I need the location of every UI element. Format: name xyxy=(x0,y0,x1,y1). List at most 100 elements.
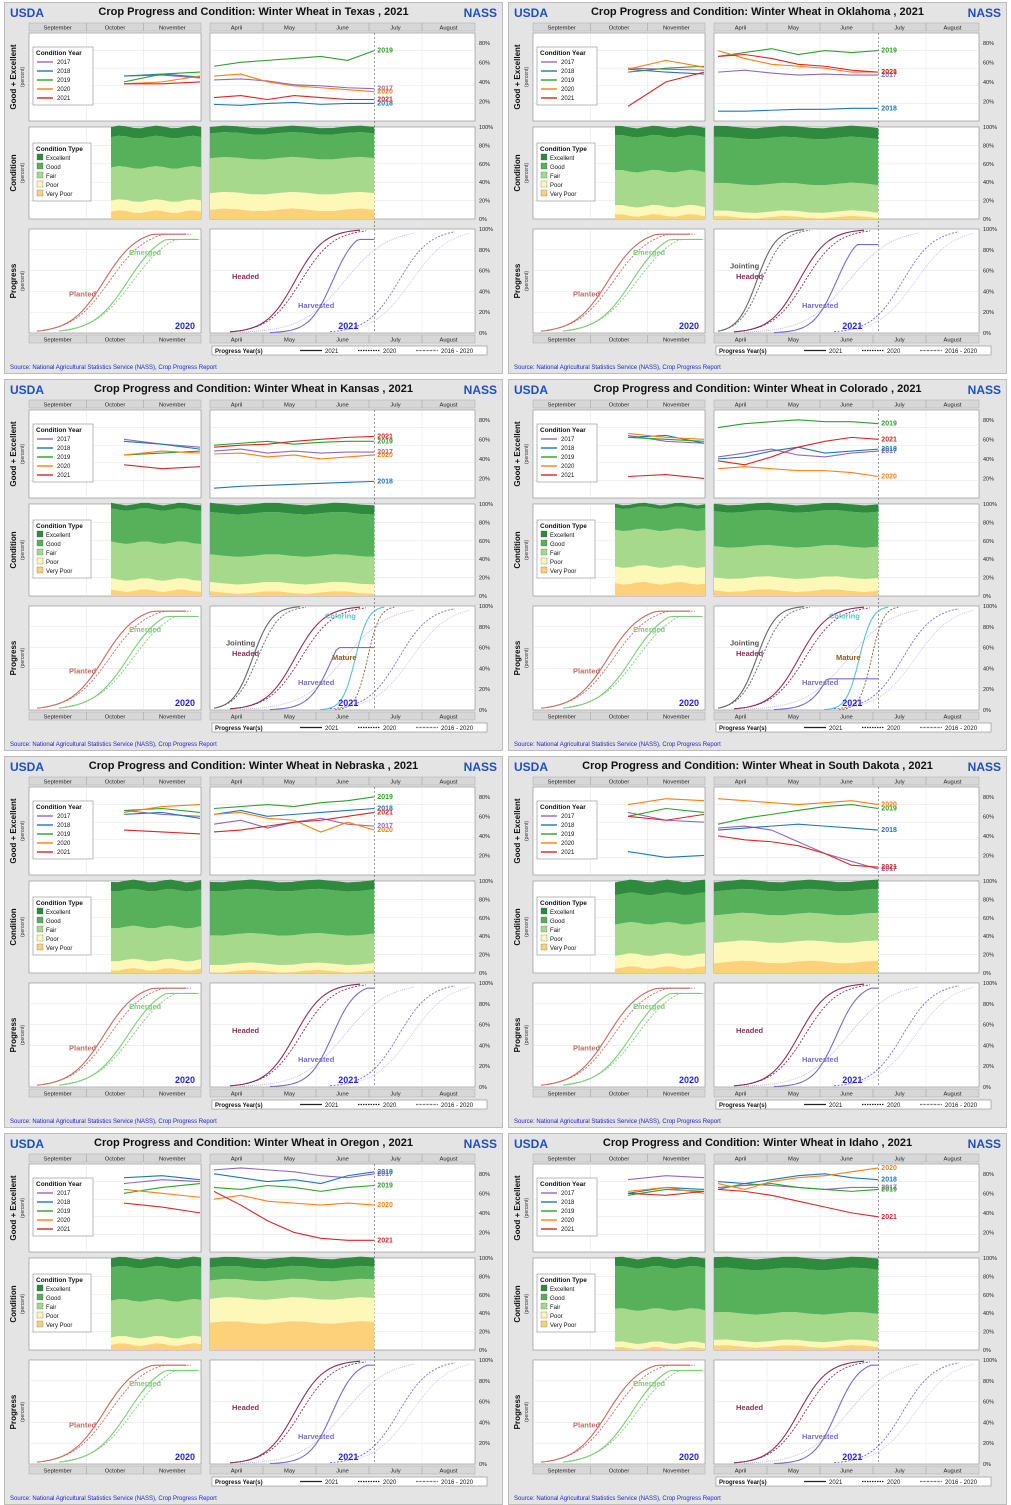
chart-title: Crop Progress and Condition: Winter Whea… xyxy=(509,1137,1006,1149)
title-prefix: Crop Progress and Condition: Winter Whea… xyxy=(98,6,345,18)
legend-item-good: Good xyxy=(550,1296,565,1302)
fall-top-month-label: October xyxy=(609,779,630,785)
condition-row-tick: 0% xyxy=(479,1348,487,1354)
gex-line-spring-2021 xyxy=(717,436,879,466)
spring-bottom-month-label: May xyxy=(284,714,295,720)
gex-row-unit: (percent) xyxy=(524,67,530,87)
spring-top-month-label: April xyxy=(231,1156,243,1162)
fall-season-year: 2020 xyxy=(175,321,195,331)
condition-row-tick: 100% xyxy=(479,879,493,885)
spring-bottom-month-bar xyxy=(713,711,980,721)
condition-row-tick: 100% xyxy=(479,125,493,131)
fall-stack-very-poor xyxy=(615,213,705,219)
chart-panel-idaho: Crop Progress and Condition: Winter Whea… xyxy=(508,1133,1007,1505)
title-sep: , xyxy=(890,6,900,18)
spring-top-month-label: May xyxy=(284,1156,295,1162)
progress-legend-item-2: 2016 - 2020 xyxy=(441,726,474,732)
condition-type-legend-title: Condition Type xyxy=(540,523,587,530)
fall-top-month-label: October xyxy=(105,25,126,31)
chart-svg: September October November April May June July… xyxy=(513,22,997,356)
gex-row-label: Good + Excellent xyxy=(513,44,522,109)
gex-end-label: 2017 xyxy=(377,1171,393,1178)
spring-bottom-month-label: June xyxy=(336,1468,349,1474)
progress-row-fall-frame xyxy=(28,982,202,1088)
gex-line-fall-2019 xyxy=(123,1183,201,1194)
spring-bottom-month-label: June xyxy=(840,714,853,720)
progress-legend-item-1: 2020 xyxy=(887,349,901,355)
spring-top-month-label: August xyxy=(439,25,457,31)
legend-item-2019: 2019 xyxy=(561,1209,575,1215)
progress-row-tick: 60% xyxy=(983,1023,994,1029)
legend-item-excellent: Excellent xyxy=(550,156,575,162)
condition-row-tick: 80% xyxy=(983,1274,994,1280)
title-year: 2021 xyxy=(908,760,933,772)
fall-top-month-label: November xyxy=(159,1156,186,1162)
emerged-curve-2021 xyxy=(58,615,197,709)
spring-bottom-month-label: July xyxy=(390,714,400,720)
spring-top-month-bar xyxy=(713,776,980,786)
spring-top-month-label: April xyxy=(735,779,747,785)
fall-stack-good xyxy=(615,892,705,925)
gex-end-label: 2021 xyxy=(377,96,393,103)
condition-row-tick: 40% xyxy=(983,557,994,563)
gex-row-tick: 40% xyxy=(479,80,490,86)
spring-stack-fair xyxy=(714,912,879,944)
fall-season-year: 2020 xyxy=(175,1452,195,1462)
emerged-curve-2021 xyxy=(58,1369,197,1463)
progress-row-tick: 60% xyxy=(983,646,994,652)
gex-row-unit: (percent) xyxy=(524,821,530,841)
legend-item-fair: Fair xyxy=(46,551,56,557)
fall-stack-poor xyxy=(111,578,201,592)
fall-bottom-month-label: October xyxy=(609,1468,630,1474)
headed-curve-2020 xyxy=(739,1361,871,1463)
legend-item-2021: 2021 xyxy=(561,473,575,479)
spring-top-month-label: May xyxy=(788,1156,799,1162)
progress-year-legend xyxy=(211,1476,488,1487)
gex-row-spring-frame xyxy=(209,1163,476,1253)
condition-row-tick: 20% xyxy=(479,953,490,959)
condition-row-tick: 40% xyxy=(479,557,490,563)
progress-legend-item-0: 2021 xyxy=(829,1103,843,1109)
usda-logo-text: USDA xyxy=(10,383,45,397)
fall-bottom-month-label: November xyxy=(663,337,690,343)
chart-panel-oregon: Crop Progress and Condition: Winter Whea… xyxy=(4,1133,503,1505)
title-state: Oklahoma xyxy=(837,6,891,18)
fall-season-year: 2020 xyxy=(679,698,699,708)
gex-end-label: 2021 xyxy=(377,433,393,440)
title-prefix: Crop Progress and Condition: Winter Whea… xyxy=(602,1137,850,1149)
spring-stack-excellent xyxy=(210,502,375,515)
fall-stack-excellent xyxy=(615,879,705,896)
legend-item-2020: 2020 xyxy=(561,841,575,847)
spring-stack-good xyxy=(714,510,879,548)
spring-top-month-label: April xyxy=(735,1156,747,1162)
chart-svg: September October November April May June July… xyxy=(9,399,493,733)
headed-curve-2020 xyxy=(739,230,871,332)
usda-logo-text: USDA xyxy=(514,1137,549,1151)
fall-stack-good xyxy=(111,135,201,169)
coloring-curve-2021 xyxy=(823,606,889,711)
progress-legend-item-0: 2021 xyxy=(829,349,843,355)
spring-bottom-month-bar xyxy=(209,711,476,721)
title-year: 2021 xyxy=(388,383,413,395)
chart-panel-kansas: Crop Progress and Condition: Winter Whea… xyxy=(4,379,503,751)
condition-row-tick: 80% xyxy=(479,143,490,149)
chart-panel-texas: Crop Progress and Condition: Winter Whea… xyxy=(4,2,503,374)
legend-item-2020: 2020 xyxy=(561,1218,575,1224)
spring-bottom-month-bar xyxy=(209,334,476,344)
title-sep: , xyxy=(899,760,909,772)
progress-row-unit: (percent) xyxy=(20,648,26,668)
harvested-curve-2020 xyxy=(329,608,456,710)
progress-label-planted: Planted xyxy=(69,1421,97,1430)
spring-season-year: 2021 xyxy=(338,1075,358,1085)
condition-row-tick: 80% xyxy=(983,143,994,149)
legend-swatch-excellent xyxy=(36,907,44,915)
legend-item-fair: Fair xyxy=(550,174,560,180)
title-prefix: Crop Progress and Condition: Winter Whea… xyxy=(94,1137,341,1149)
gex-line-spring-2021 xyxy=(213,435,375,448)
legend-item-2019: 2019 xyxy=(57,1209,71,1215)
spring-stack-very-poor xyxy=(210,1321,375,1350)
spring-stack-very-poor xyxy=(210,591,375,596)
spring-stack-very-poor xyxy=(210,969,375,973)
title-prefix: Crop Progress and Condition: Winter Whea… xyxy=(582,760,829,772)
progress-label-headed: Headed xyxy=(232,1403,260,1412)
